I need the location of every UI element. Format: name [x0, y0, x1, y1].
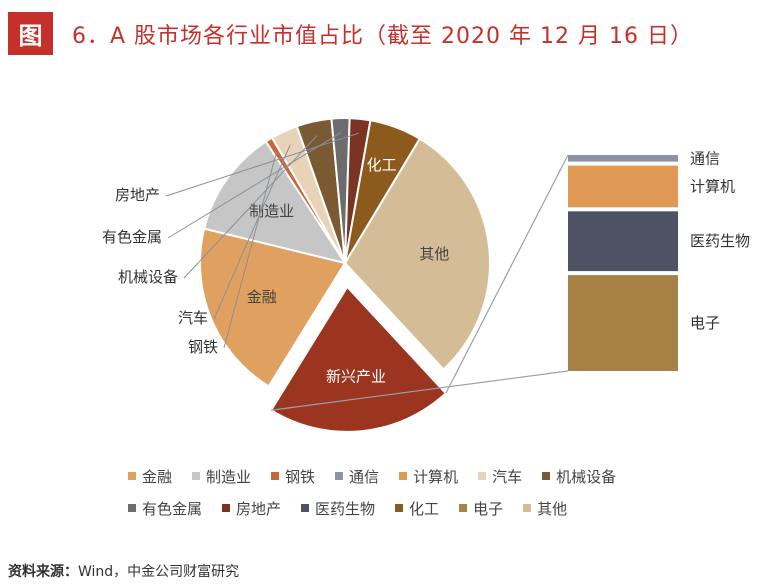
legend-swatch	[459, 504, 468, 512]
legend-swatch	[301, 504, 310, 512]
legend-label: 制造业	[206, 467, 252, 486]
pie-slice	[344, 119, 422, 264]
slice-label: 化工	[367, 156, 397, 174]
slice-label: 金融	[247, 288, 277, 306]
legend-item: 汽车	[478, 466, 522, 487]
legend-label: 化工	[409, 499, 440, 518]
slice-label: 有色金属	[102, 228, 162, 246]
legend-item: 制造业	[192, 466, 251, 487]
legend-swatch	[222, 504, 231, 512]
slice-label: 机械设备	[118, 268, 178, 286]
legend-swatch	[128, 472, 136, 480]
breakdown-label: 计算机	[690, 177, 735, 195]
legend-label: 金融	[142, 467, 173, 486]
legend-swatch	[335, 472, 344, 480]
slice-label: 其他	[419, 245, 449, 263]
source-note: 资料来源：Wind，中金公司财富研究	[8, 561, 239, 581]
chart-title: 6．A 股市场各行业市值占比（截至 2020 年 12 月 16 日）	[72, 24, 693, 49]
legend-label: 电子	[473, 499, 504, 518]
slice-label: 新兴产业	[326, 367, 386, 385]
legend-swatch	[523, 504, 532, 512]
legend-swatch	[395, 504, 404, 512]
pie-slice	[343, 137, 491, 371]
legend-swatch	[542, 472, 551, 480]
legend-row: 金融 制造业 钢铁 通信 计算机 汽车 机械设备	[128, 460, 768, 492]
legend-item: 金融	[128, 466, 172, 487]
legend-label: 其他	[537, 499, 568, 518]
legend-item: 化工	[395, 498, 439, 519]
connector-line	[271, 370, 569, 411]
connector-line	[445, 154, 569, 394]
breakdown-segment	[568, 211, 678, 272]
breakdown-label: 电子	[690, 314, 720, 332]
legend-item: 有色金属	[128, 498, 202, 519]
legend-label: 房地产	[236, 499, 282, 518]
legend-item: 电子	[459, 498, 503, 519]
legend-item: 医药生物	[301, 498, 375, 519]
legend-label: 钢铁	[285, 467, 316, 486]
breakdown-segment	[568, 165, 678, 208]
legend-swatch	[271, 472, 280, 480]
slice-label: 汽车	[178, 309, 208, 327]
source-prefix: 资料来源：	[8, 564, 78, 580]
legend-label: 医药生物	[315, 499, 376, 518]
legend-row: 有色金属 房地产 医药生物 化工 电子 其他	[128, 492, 768, 524]
legend-item: 房地产	[222, 498, 281, 519]
legend-label: 汽车	[492, 467, 523, 486]
source-text: Wind，中金公司财富研究	[78, 564, 240, 580]
legend-label: 通信	[349, 467, 380, 486]
legend-swatch	[128, 504, 136, 512]
breakdown-segment	[568, 275, 678, 371]
breakdown-segment	[568, 155, 678, 162]
legend-label: 计算机	[413, 467, 459, 486]
pie-slice	[269, 285, 448, 433]
leader-line	[165, 132, 359, 197]
legend-item: 其他	[523, 498, 567, 519]
legend-item: 机械设备	[542, 466, 616, 487]
figure-badge: 图	[8, 12, 53, 55]
legend-swatch	[478, 472, 487, 480]
slice-label: 房地产	[115, 186, 160, 204]
legend-item: 通信	[335, 466, 379, 487]
breakdown-label: 通信	[690, 149, 720, 167]
leader-line	[167, 132, 342, 239]
chart-legend: 金融 制造业 钢铁 通信 计算机 汽车 机械设备 有色金属 房地产 医药生物 化工 电子 其他	[128, 460, 768, 524]
legend-swatch	[192, 472, 201, 480]
legend-label: 机械设备	[556, 467, 617, 486]
legend-label: 有色金属	[142, 499, 203, 518]
leader-line	[223, 151, 278, 349]
legend-item: 钢铁	[271, 466, 315, 487]
leader-line	[213, 144, 291, 320]
slice-label: 制造业	[249, 202, 294, 220]
slice-label: 钢铁	[188, 338, 218, 356]
breakdown-label: 医药生物	[690, 232, 750, 250]
leader-line	[183, 135, 318, 279]
legend-item: 计算机	[399, 466, 458, 487]
legend-swatch	[399, 472, 408, 480]
